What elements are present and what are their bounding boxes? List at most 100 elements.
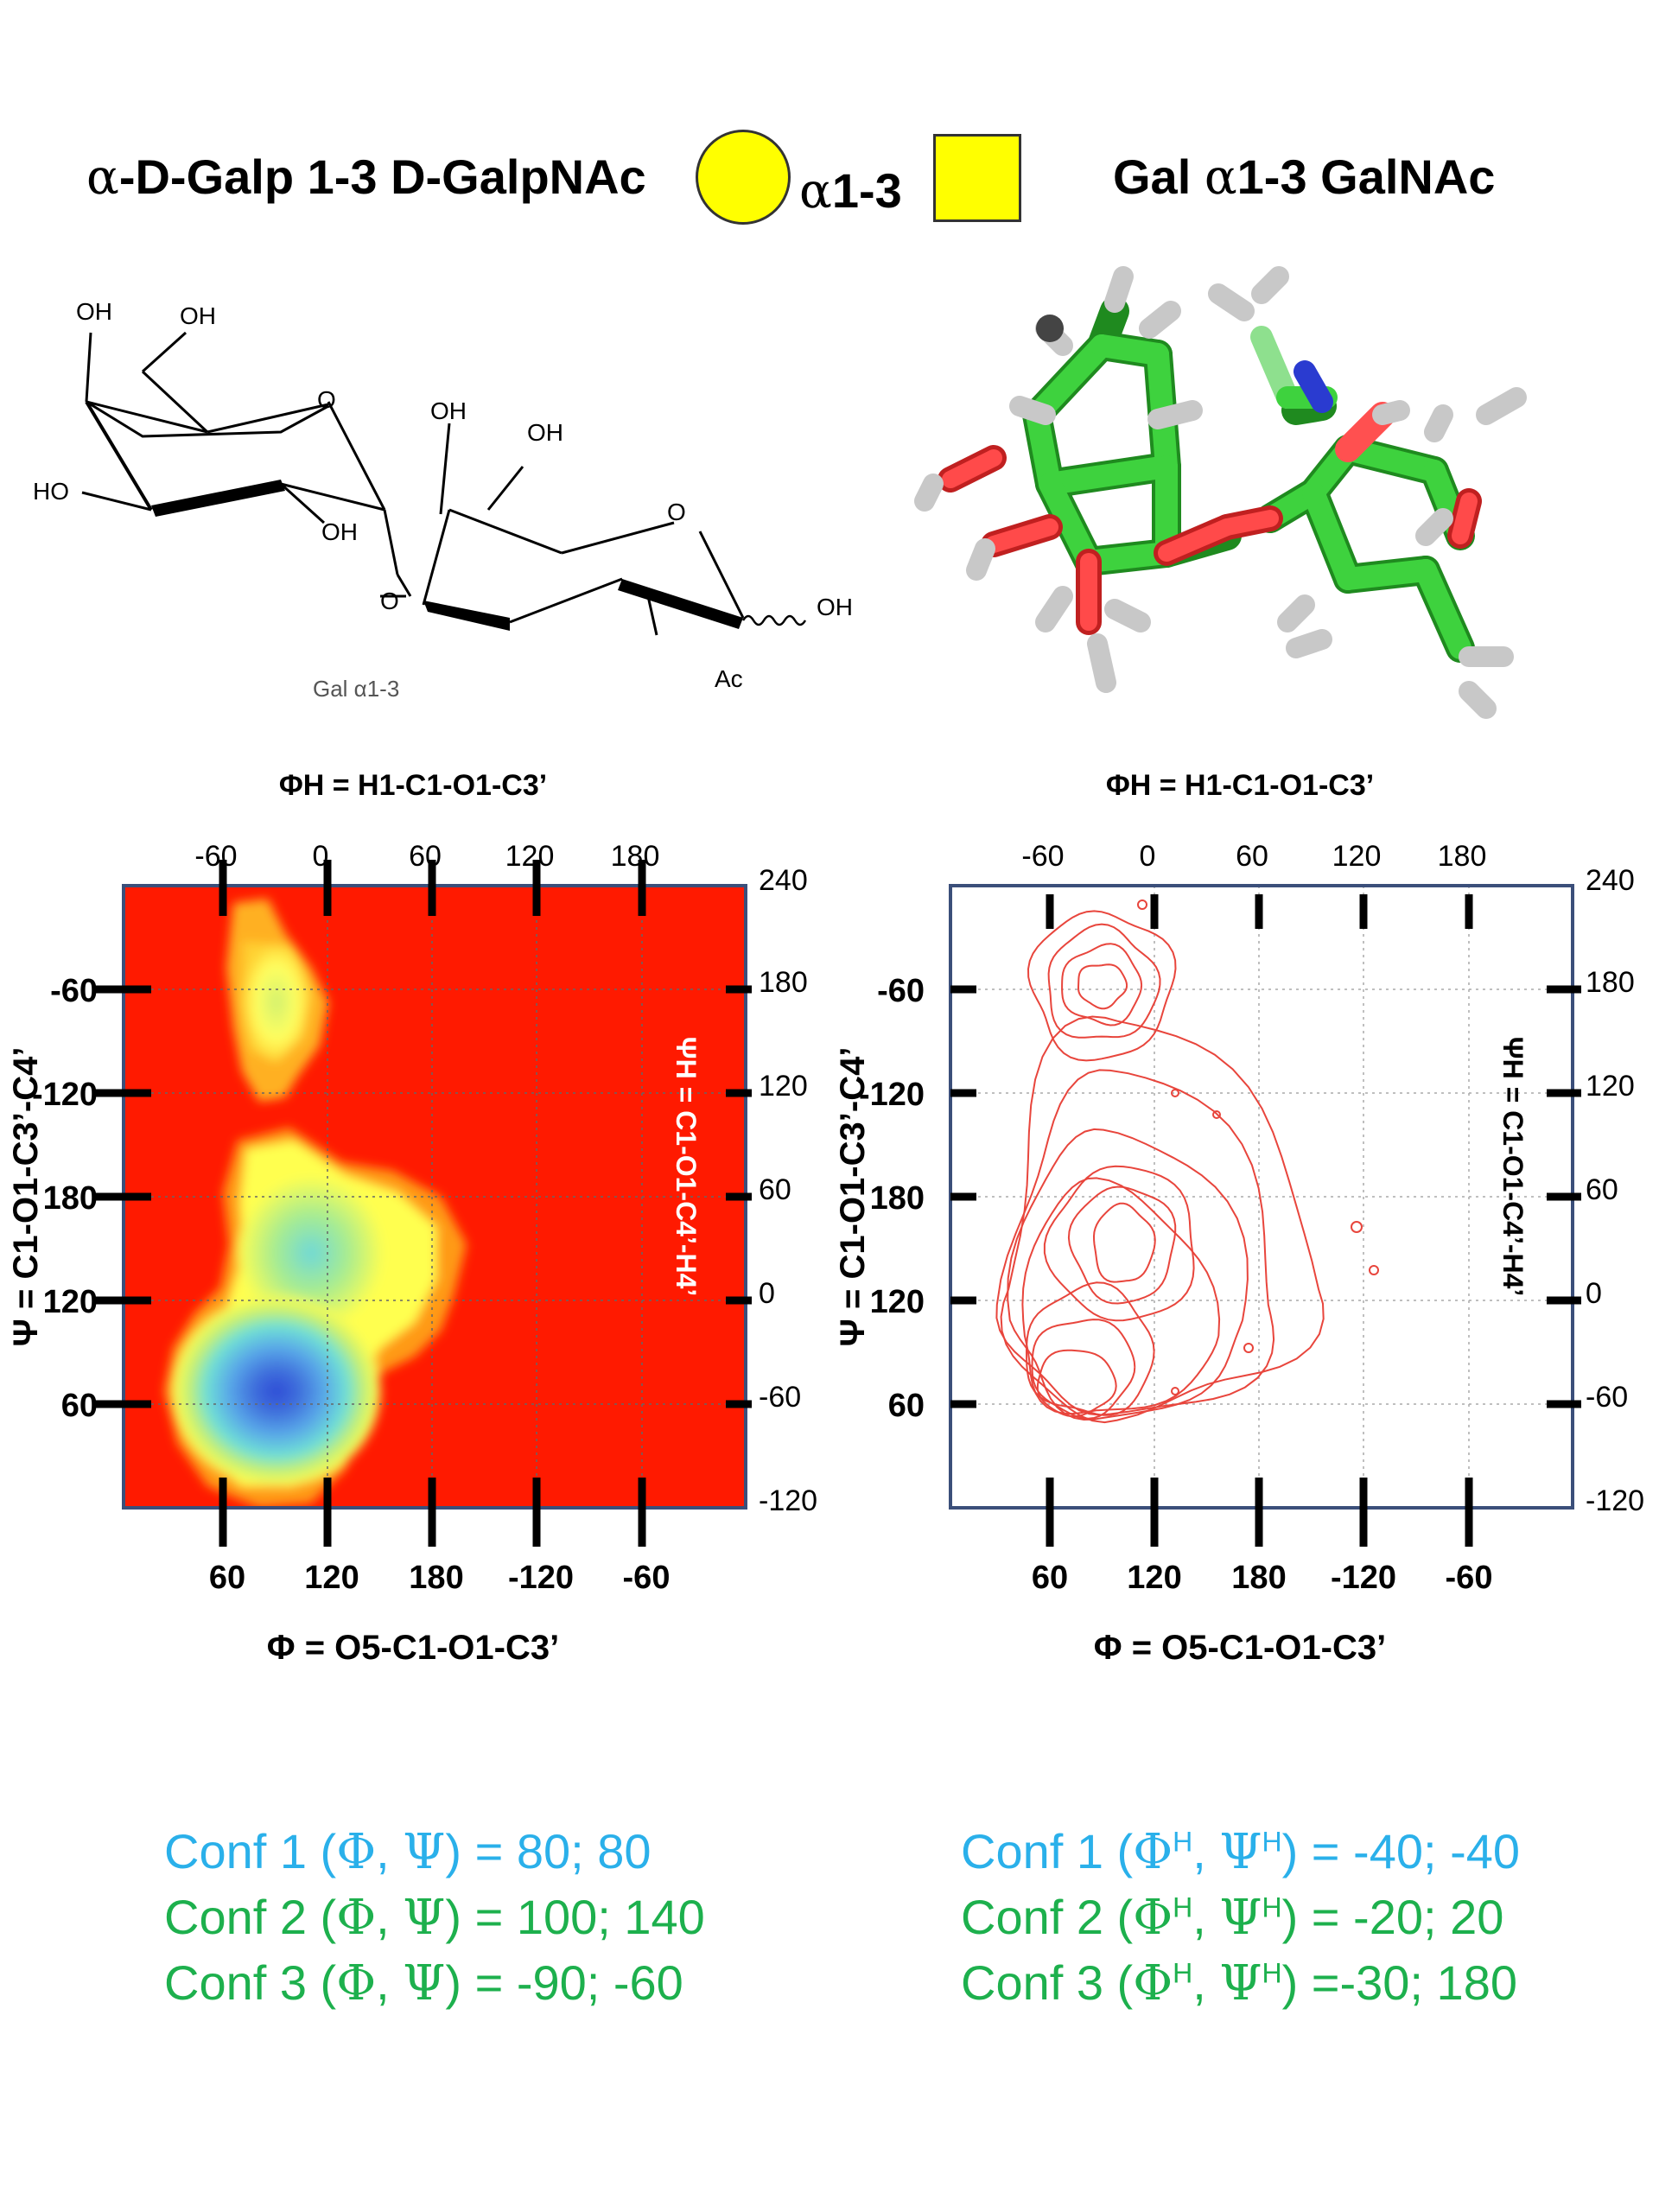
conformation-line: Conf 3 (Φ, Ψ) = -90; -60 — [164, 1955, 683, 2012]
galactose-circle-symbol — [696, 130, 791, 225]
conf-psi: Ψ — [1219, 1890, 1262, 1946]
left-tick-label: 180 — [43, 1180, 98, 1217]
right-tick-label: -120 — [759, 1484, 817, 1517]
structure-labels: OH OH O HO OH O OH OH O OH Ac — [33, 298, 853, 692]
contour-speck — [1171, 1387, 1179, 1395]
contour-line — [1067, 1185, 1177, 1305]
struct-label-oh-4: OH — [430, 397, 467, 424]
conf-sup2: H — [1262, 1891, 1282, 1923]
heatmap-axis-text: -60 0 60 120 180 60 120 180 -120 -60 -60 -120 180 120… — [7, 769, 817, 1667]
contour-speck — [1137, 899, 1147, 910]
right-alpha: α — [1204, 149, 1237, 206]
struct-label-oh-1: OH — [76, 298, 112, 325]
top-axis-title: ΦH = H1-C1-O1-C3’ — [1106, 769, 1374, 802]
struct-label-o-3: O — [667, 499, 686, 525]
conf-sep: , — [376, 1824, 404, 1878]
conf-phi: Φ — [336, 1890, 377, 1946]
bottom-tick-label: -120 — [508, 1560, 574, 1596]
right-tick-label: 240 — [759, 864, 808, 897]
top-tick-label: 180 — [611, 840, 660, 873]
right-contour-panel: -60 0 60 120 180 60 120 180 -120 -60 -60 -120 180 120… — [834, 769, 1644, 1667]
contour-speck — [1171, 1089, 1179, 1097]
bottom-tick-label: -120 — [1331, 1560, 1396, 1596]
struct-caption-clipped: Gal α1-3 — [313, 676, 399, 702]
conf-sep: , — [376, 1955, 404, 2010]
right-tick-label: 180 — [1586, 966, 1635, 999]
bottom-tick-label: 120 — [1127, 1560, 1181, 1596]
contour-gridlines — [950, 886, 1573, 1508]
right-tick-label: -60 — [1586, 1381, 1628, 1414]
conf-sep: , — [1192, 1955, 1220, 2010]
left-heatmap-panel: -60 0 60 120 180 60 120 180 -120 -60 -60 -120 180 120… — [7, 769, 817, 1667]
struct-label-ac: Ac — [715, 665, 743, 692]
right-tick-label: 120 — [1586, 1070, 1635, 1103]
contour-line — [1077, 963, 1128, 1010]
conf-label: Conf 2 ( — [961, 1890, 1134, 1944]
contour-axis-text: -60 0 60 120 180 60 120 180 -120 -60 -60 -120 180 120… — [834, 769, 1644, 1667]
left-tick-label: -60 — [50, 973, 98, 1009]
struct-label-ho: HO — [33, 478, 69, 505]
right-glycan-suffix: 1-3 GalNAc — [1236, 149, 1496, 204]
conf-tail: ) = 80; 80 — [445, 1824, 652, 1878]
contour-line — [1000, 1015, 1325, 1424]
contour-tick-marks — [950, 894, 1581, 1547]
left-tick-label: -60 — [877, 973, 925, 1009]
conf-phi: Φ — [1133, 1955, 1173, 2012]
conf-sup2: H — [1262, 1826, 1282, 1858]
right-tick-label: 180 — [759, 966, 808, 999]
gal-bold-bond — [151, 480, 285, 517]
right-tick-label: 60 — [759, 1173, 791, 1206]
conf-tail: ) = -90; -60 — [445, 1955, 683, 2010]
bottom-tick-label: -60 — [1446, 1560, 1493, 1596]
struct-label-oh-2: OH — [180, 302, 216, 329]
contour-lines — [995, 899, 1379, 1424]
struct-label-oh-6: OH — [817, 594, 853, 620]
left-tick-label: 60 — [61, 1388, 98, 1424]
conf-psi: Ψ — [403, 1955, 446, 2012]
right-tick-label: -60 — [759, 1381, 801, 1414]
conf-label: Conf 3 ( — [164, 1955, 337, 2010]
left-glycan-name: α-D-Galp 1-3 D-GalpNAc — [86, 149, 646, 206]
contour-speck — [1243, 1343, 1254, 1353]
left-axis-title: Ψ = C1-O1-C3’-C4’ — [834, 1047, 872, 1347]
conf-label: Conf 1 ( — [164, 1824, 337, 1878]
conf-sup1: H — [1173, 1826, 1193, 1858]
right-tick-label: 60 — [1586, 1173, 1618, 1206]
heatmap-gridlines — [124, 886, 746, 1508]
bottom-axis-title: Φ = O5-C1-O1-C3’ — [1094, 1629, 1386, 1667]
right-tick-label: 0 — [759, 1277, 775, 1310]
bottom-axis-title: Φ = O5-C1-O1-C3’ — [267, 1629, 559, 1667]
top-axis-title: ΦH = H1-C1-O1-C3’ — [279, 769, 547, 802]
linkage-alpha: α — [799, 163, 832, 219]
contour-line — [1027, 910, 1177, 1062]
bottom-tick-label: 120 — [304, 1560, 359, 1596]
conf-tail: ) = -20; 20 — [1281, 1890, 1504, 1944]
conf-label: Conf 3 ( — [961, 1955, 1134, 2010]
conf-sep: , — [1192, 1890, 1220, 1944]
contour-line — [1036, 1349, 1117, 1418]
conformation-line: Conf 2 (ΦH, ΨH) = -20; 20 — [961, 1889, 1503, 1946]
struct-label-o-2: O — [380, 588, 399, 614]
left-tick-label: 180 — [870, 1180, 925, 1217]
contour-line — [1021, 1177, 1221, 1415]
bottom-tick-label: -60 — [623, 1560, 671, 1596]
conf-psi: Ψ — [403, 1890, 446, 1946]
right-tick-label: 240 — [1586, 864, 1635, 897]
right-tick-label: 0 — [1586, 1277, 1602, 1310]
conf-sup1: H — [1173, 1891, 1193, 1923]
conf-phi: Φ — [1133, 1824, 1173, 1880]
galnac-bold-bond — [618, 579, 743, 629]
galnac-square-symbol — [933, 134, 1021, 222]
conformation-line: Conf 2 (Φ, Ψ) = 100; 140 — [164, 1889, 705, 1946]
contour-speck — [1369, 1265, 1379, 1275]
right-axis-title: ΨH = C1-O1-C4’-H4’ — [671, 1037, 702, 1297]
bottom-tick-label: 180 — [1231, 1560, 1286, 1596]
molecule-3d-model — [914, 266, 1527, 719]
contour-line — [1092, 1202, 1156, 1283]
bottom-tick-label: 60 — [1032, 1560, 1068, 1596]
chemical-structure-2d — [81, 331, 807, 636]
top-tick-label: 180 — [1438, 840, 1487, 873]
left-tick-label: -120 — [32, 1077, 98, 1113]
top-tick-label: 120 — [505, 840, 555, 873]
conf-tail: ) =-30; 180 — [1281, 1955, 1517, 2010]
